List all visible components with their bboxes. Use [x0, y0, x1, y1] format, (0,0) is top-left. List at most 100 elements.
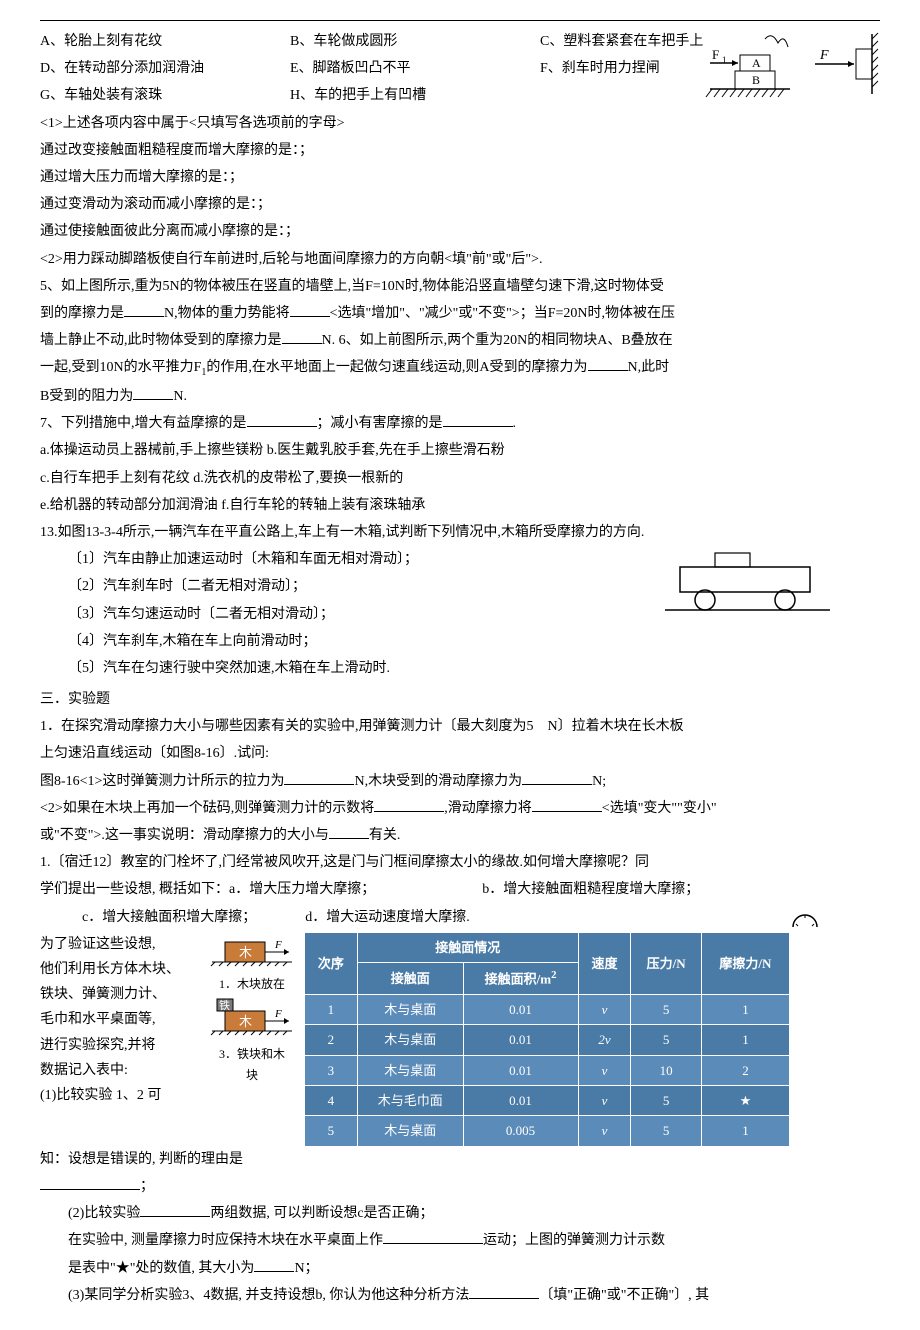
- th-speed: 速度: [578, 932, 631, 994]
- lt7: (1)比较实验 1、2 可: [40, 1083, 200, 1108]
- suqian-q2-l1: (2)比较实验两组数据, 可以判断设想c是否正确；: [40, 1201, 880, 1226]
- th-contact: 接触面情况: [357, 932, 578, 962]
- q3b: 〔填"正确"或"不正确"〕, 其: [539, 1288, 709, 1303]
- th-friction: 摩擦力/N: [701, 932, 789, 994]
- q1-l1: 通过改变接触面粗糙程度而增大摩擦的是：；: [40, 138, 880, 163]
- cell: ★: [701, 1086, 789, 1116]
- lt5: 进行实验探究,并将: [40, 1033, 200, 1058]
- q5-line3: 墙上静止不动,此时物体受到的摩擦力是 N. 6、如上前图所示,两个重为20N的相同…: [40, 328, 880, 353]
- sec3-e1a: 1．在探究滑动摩擦力大小与哪些因素有关的实验中,用弹簧测力计〔最大刻度为5 N〕…: [40, 714, 880, 739]
- sec3-e1c: 图8-16<1>这时弹簧测力计所示的拉力为: [40, 774, 284, 789]
- cell: 5: [305, 1116, 358, 1146]
- q5-p4b: N.: [173, 389, 187, 404]
- q5-p1c: N,物体的重力势能将: [164, 306, 290, 321]
- sec3-e2e: 有关.: [369, 828, 401, 843]
- cell: 木与桌面: [357, 994, 463, 1024]
- table-row: 4 木与毛巾面 0.01 v 5 ★: [305, 1086, 790, 1116]
- blank: [469, 1285, 539, 1299]
- q7-oa: a.体操运动员上器械前,手上擦些镁粉 b.医生戴乳胶手套,先在手上擦些滑石粉: [40, 438, 880, 463]
- q13-intro: 13.如图13-3-4所示,一辆汽车在平直公路上,车上有一木箱,试判断下列情况中…: [40, 520, 880, 545]
- blank: [282, 330, 322, 344]
- blank: [40, 1176, 140, 1190]
- blank: [522, 771, 592, 785]
- q1-l3: 通过变滑动为滚动而减小摩擦的是：；: [40, 192, 880, 217]
- q5-line2: 到的摩擦力是N,物体的重力势能将<选填"增加"、"减少"或"不变">；当F=20…: [40, 301, 880, 326]
- blank: [329, 825, 369, 839]
- sec3-e2a: <2>如果在木块上再加一个砝码,则弹簧测力计的示数将: [40, 801, 374, 816]
- opt-a: A、轮胎上刻有花纹: [40, 29, 240, 54]
- lt1: 为了验证这些设想,: [40, 932, 200, 957]
- q2d: 运动；上图的弹簧测力计示数: [483, 1233, 665, 1248]
- diagram-truck: [660, 547, 840, 617]
- sec3-e2d-line: 或"不变">.这一事实说明：滑动摩擦力的大小与 有关.: [40, 823, 880, 848]
- suqian-after2: ；: [40, 1174, 880, 1199]
- q7-line: 7、下列措施中,增大有益摩擦的是；减小有害摩擦的是.: [40, 411, 880, 436]
- sec3-e2b: ,滑动摩擦力将: [444, 801, 532, 816]
- svg-text:F: F: [712, 47, 719, 62]
- option-row-1: A、轮胎上刻有花纹 B、车轮做成圆形 C、塑料套紧套在车把手上: [40, 29, 670, 54]
- th-area: 接触面积/m2: [463, 963, 578, 995]
- cell: 4: [305, 1086, 358, 1116]
- cell: v: [578, 1116, 631, 1146]
- mid-diagram-col: 木 F 1．木块放在 木 铁 F 3．铁块和木 块: [202, 932, 302, 1087]
- q7-ob: c.自行车把手上刻有花纹 d.洗衣机的皮带松了,要换一根新的: [40, 466, 880, 491]
- svg-text:F: F: [274, 939, 282, 951]
- sec3-e2c: <选填"变大""变小": [602, 801, 717, 816]
- q5-p1a: 5、如上图所示,重为5N的物体被压在竖直的墙壁上,当F=10N时,物体能沿竖直墙…: [40, 279, 664, 294]
- q2c: 在实验中, 测量摩擦力时应保持木块在水平桌面上作: [68, 1233, 383, 1248]
- sec3-e1d: N,木块受到的滑动摩擦力为: [354, 774, 522, 789]
- q5-p3c: N,此时: [628, 360, 670, 375]
- cell: 5: [631, 1025, 701, 1055]
- suqian-q3: (3)某同学分析实验3、4数据, 并支持设想b, 你认为他这种分析方法〔填"正确…: [40, 1283, 880, 1308]
- q1-intro: <1>上述各项内容中属于<只填写各选项前的字母>: [40, 111, 880, 136]
- q5-p2a: 墙上静止不动,此时物体受到的摩擦力是: [40, 333, 282, 348]
- svg-text:B: B: [752, 73, 760, 87]
- svg-text:铁: 铁: [219, 999, 230, 1012]
- suqian-q2-l2: 在实验中, 测量摩擦力时应保持木块在水平桌面上作 运动；上图的弹簧测力计示数: [40, 1228, 880, 1253]
- blank: [532, 798, 602, 812]
- top-rule: [40, 20, 880, 21]
- cell: 5: [631, 994, 701, 1024]
- sec3-e1c-line: 图8-16<1>这时弹簧测力计所示的拉力为 N,木块受到的滑动摩擦力为 N;: [40, 769, 880, 794]
- th-seq: 次序: [305, 932, 358, 994]
- cell: 5: [631, 1116, 701, 1146]
- blank: [290, 303, 330, 317]
- cell: 0.01: [463, 1086, 578, 1116]
- q5-line5: B受到的阻力为 N.: [40, 384, 880, 409]
- sec3-e1e: N;: [592, 774, 606, 789]
- q5-p1b: 到的摩擦力是: [40, 306, 124, 321]
- q2b: 两组数据, 可以判断设想c是否正确；: [210, 1206, 433, 1221]
- sec3-title: 三．实验题: [40, 687, 880, 712]
- opt-h: H、车的把手上有凹槽: [290, 83, 490, 108]
- q5-p2b: N. 6、如上前图所示,两个重为20N的相同物块A、B叠放在: [322, 333, 673, 348]
- cell: 2: [305, 1025, 358, 1055]
- svg-text:F: F: [819, 48, 829, 63]
- blank: [374, 798, 444, 812]
- q1-l4: 通过使接触面彼此分离而减小摩擦的是：；: [40, 219, 880, 244]
- th-force: 压力/N: [631, 932, 701, 994]
- q5-p4a: B受到的阻力为: [40, 389, 133, 404]
- wood-block-1: 木 F: [207, 932, 297, 967]
- cell: 木与桌面: [357, 1025, 463, 1055]
- dia2-label: 3．铁块和木: [202, 1044, 302, 1066]
- cell: 木与桌面: [357, 1116, 463, 1146]
- lt3: 铁块、弹簧测力计、: [40, 982, 200, 1007]
- q7-c: .: [513, 416, 517, 431]
- table-row: 5 木与桌面 0.005 v 5 1: [305, 1116, 790, 1146]
- experiment-table: 次序 接触面情况 速度 压力/N 摩擦力/N 接触面 接触面积/m2 1 木与桌…: [304, 932, 790, 1147]
- option-row-3: G、车轴处装有滚珠 H、车的把手上有凹槽: [40, 83, 670, 108]
- table-row: 1 木与桌面 0.01 v 5 1: [305, 994, 790, 1024]
- lt6: 数据记入表中:: [40, 1058, 200, 1083]
- after1-text: 知：设想是错误的, 判断的理由是: [40, 1152, 243, 1167]
- blank: [247, 413, 317, 427]
- opt-g: G、车轴处装有滚珠: [40, 83, 240, 108]
- blank: [383, 1230, 483, 1244]
- q7-oc: e.给机器的转动部分加润滑油 f.自行车轮的转轴上装有滚珠轴承: [40, 493, 880, 518]
- cell: v: [578, 1055, 631, 1085]
- q5-line4: 一起,受到10N的水平推力F1的作用,在水平地面上一起做匀速直线运动,则A受到的…: [40, 355, 880, 382]
- q2f: N；: [294, 1261, 318, 1276]
- sec3-e2d: 或"不变">.这一事实说明：滑动摩擦力的大小与: [40, 828, 329, 843]
- cell: 0.005: [463, 1116, 578, 1146]
- suqian-intro: 1.〔宿迁12〕教室的门栓坏了,门经常被风吹开,这是门与门框间摩擦太小的缘故.如…: [40, 850, 880, 875]
- cell: 0.01: [463, 1025, 578, 1055]
